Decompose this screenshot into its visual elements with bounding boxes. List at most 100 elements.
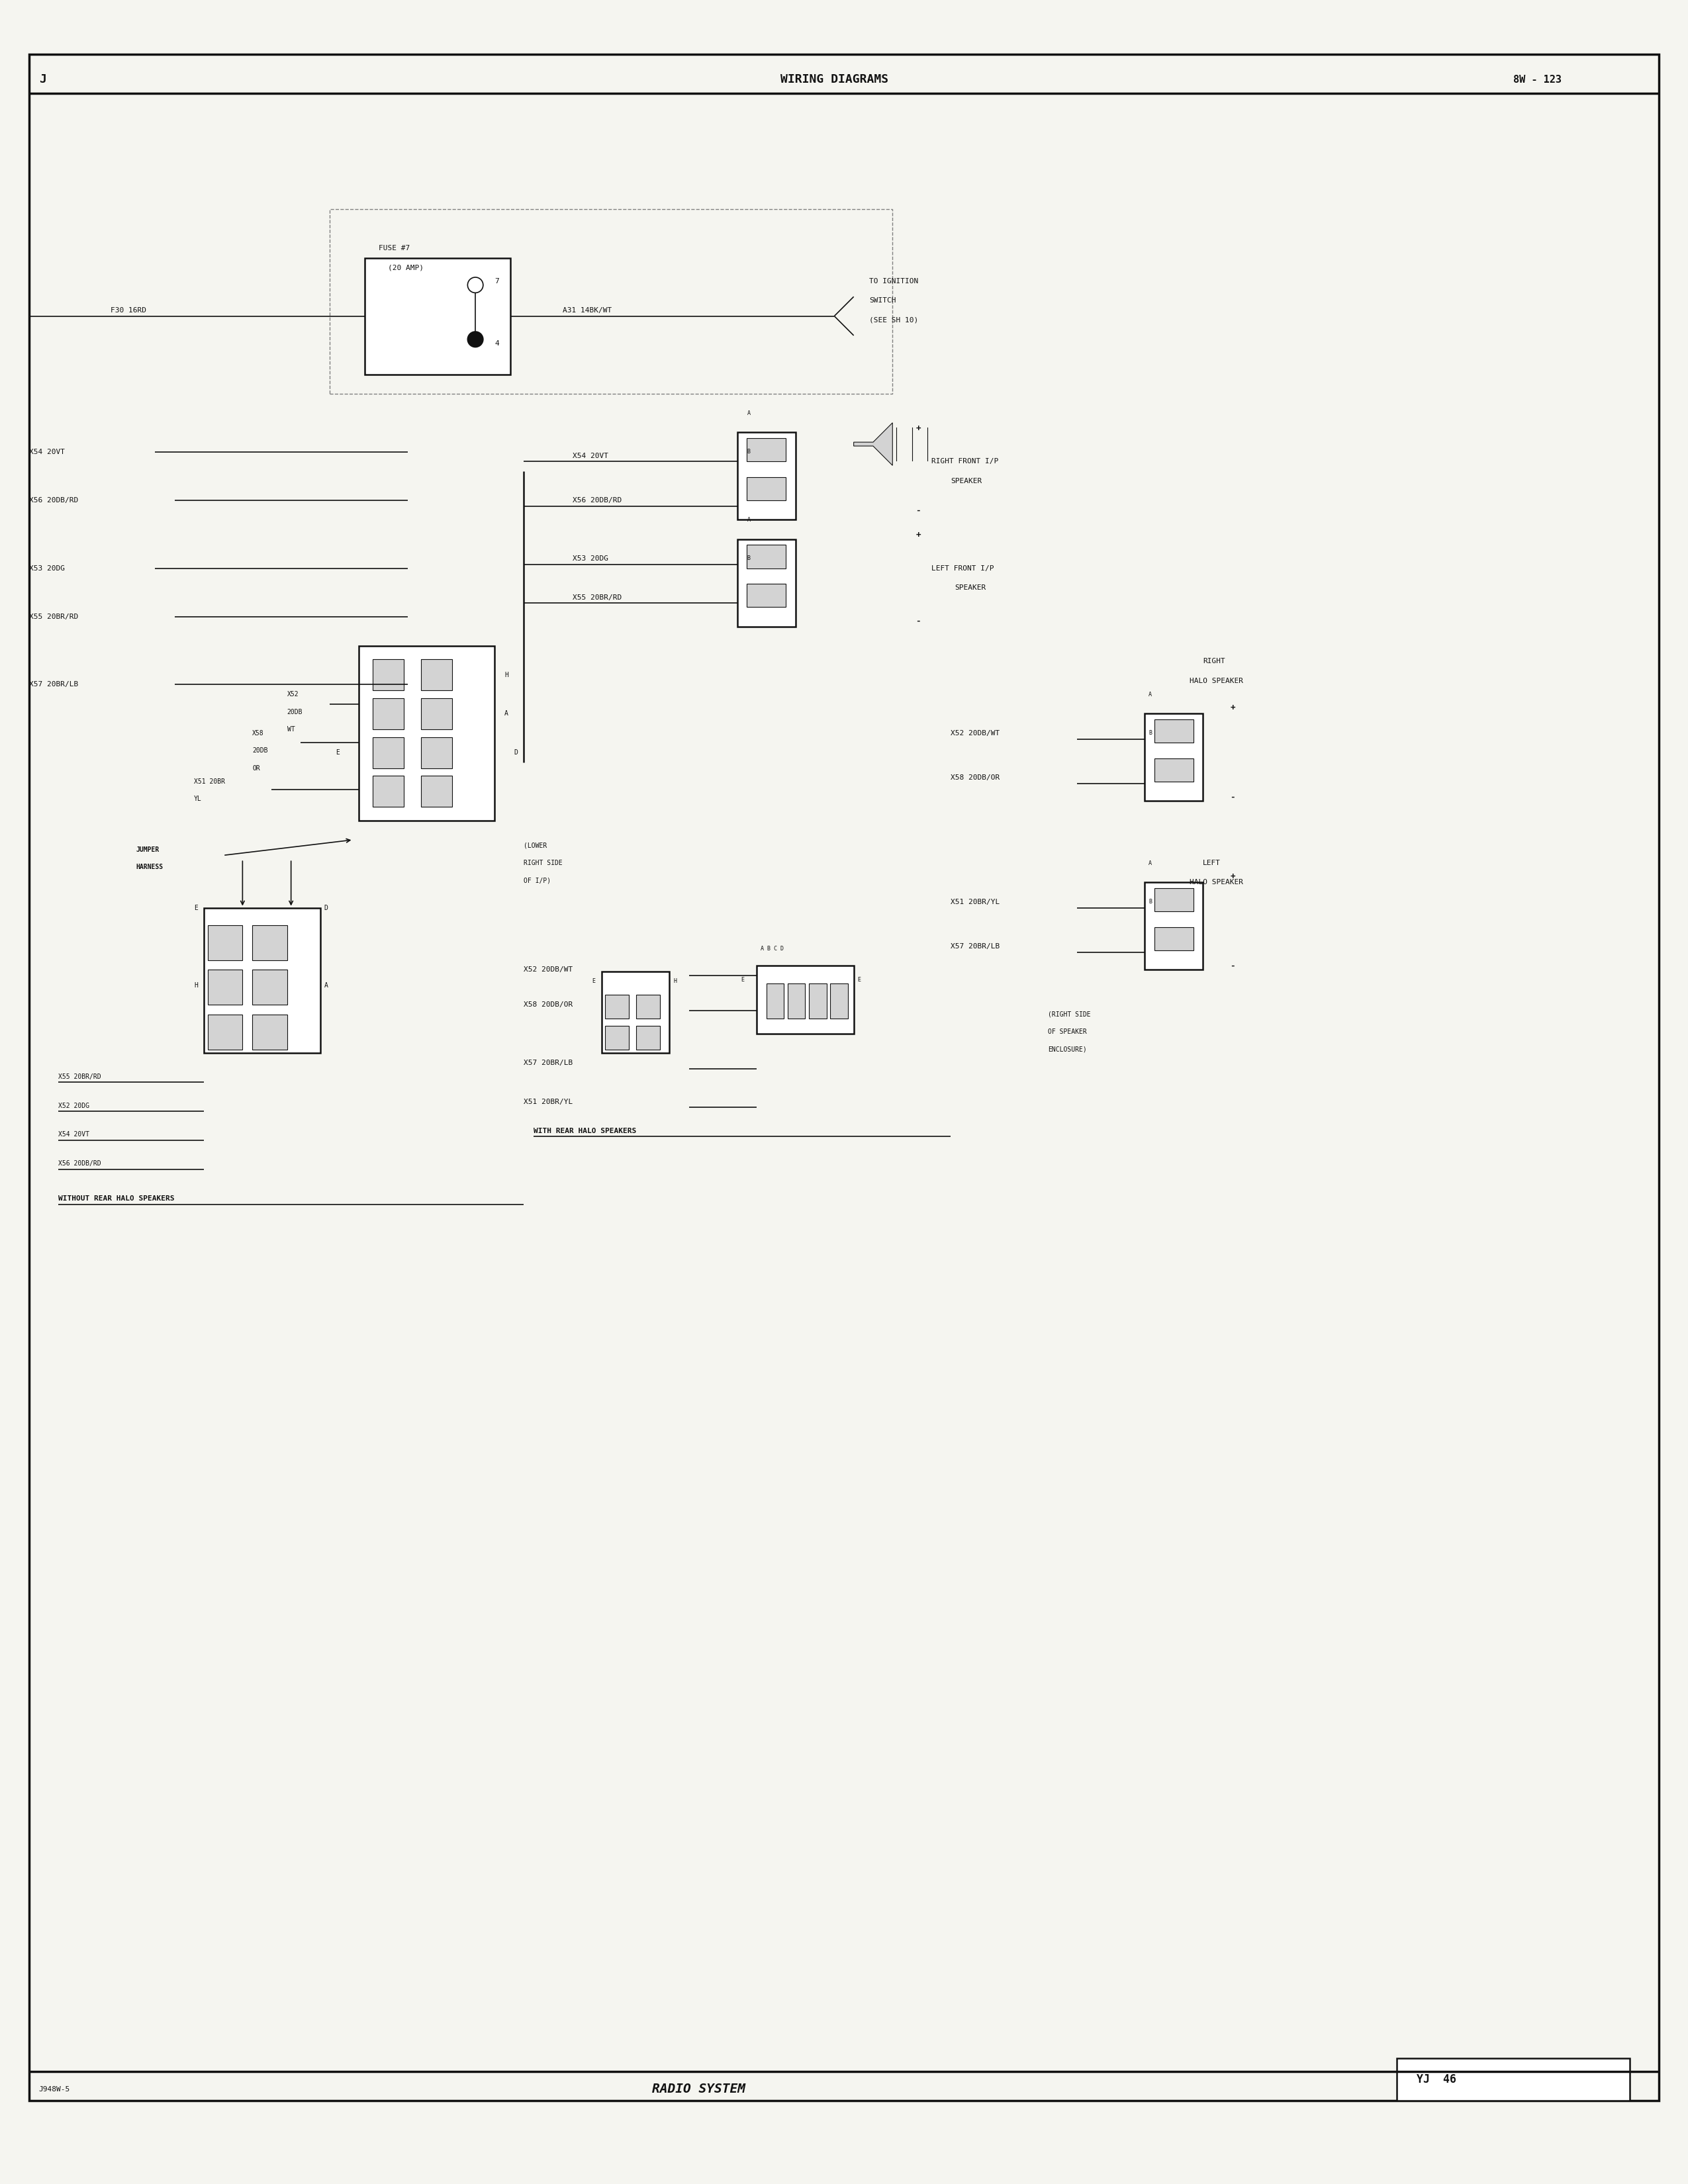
- Text: X54 20VT: X54 20VT: [29, 448, 64, 454]
- Text: X56 20DB/RD: X56 20DB/RD: [57, 1160, 101, 1166]
- Bar: [606, 996, 628, 1018]
- Bar: [420, 660, 452, 690]
- Bar: [636, 996, 660, 1018]
- Text: X52 20DG: X52 20DG: [57, 1103, 89, 1109]
- Bar: [1398, 2057, 1631, 2101]
- Bar: [252, 1013, 287, 1048]
- Text: A B C D: A B C D: [761, 946, 783, 952]
- Bar: [360, 646, 495, 821]
- Text: TO IGNITION: TO IGNITION: [869, 277, 918, 284]
- Text: WT: WT: [287, 725, 295, 732]
- Text: (RIGHT SIDE: (RIGHT SIDE: [1048, 1011, 1090, 1018]
- Text: E: E: [336, 749, 339, 756]
- Text: X54 20VT: X54 20VT: [57, 1131, 89, 1138]
- Text: X57 20BR/LB: X57 20BR/LB: [523, 1059, 572, 1066]
- Text: OF I/P): OF I/P): [523, 878, 550, 885]
- Text: X56 20DB/RD: X56 20DB/RD: [572, 498, 621, 505]
- Bar: [748, 546, 787, 568]
- Text: X51 20BR/YL: X51 20BR/YL: [950, 898, 999, 904]
- Bar: [606, 1026, 628, 1048]
- Bar: [252, 926, 287, 961]
- Text: X53 20DG: X53 20DG: [572, 555, 608, 561]
- Text: X51 20BR/YL: X51 20BR/YL: [523, 1099, 572, 1105]
- Bar: [748, 583, 787, 607]
- Text: X58 20DB/OR: X58 20DB/OR: [523, 1002, 572, 1009]
- Text: D: D: [324, 904, 327, 911]
- Text: OF SPEAKER: OF SPEAKER: [1048, 1029, 1087, 1035]
- Text: -: -: [1231, 793, 1236, 802]
- Text: WITHOUT REAR HALO SPEAKERS: WITHOUT REAR HALO SPEAKERS: [57, 1195, 174, 1201]
- Bar: [420, 775, 452, 806]
- Text: H: H: [674, 978, 677, 985]
- Text: B: B: [1148, 900, 1151, 904]
- Text: B: B: [1148, 729, 1151, 736]
- Bar: [1155, 928, 1193, 950]
- Bar: [748, 439, 787, 461]
- Text: SPEAKER: SPEAKER: [955, 585, 986, 592]
- Text: HARNESS: HARNESS: [135, 863, 164, 869]
- Text: X57 20BR/LB: X57 20BR/LB: [29, 681, 78, 688]
- Text: B: B: [748, 450, 749, 454]
- Text: X55 20BR/RD: X55 20BR/RD: [572, 594, 621, 601]
- Bar: [830, 983, 847, 1018]
- Text: ENCLOSURE): ENCLOSURE): [1048, 1046, 1087, 1053]
- Text: E: E: [194, 904, 197, 911]
- Text: (SEE SH 10): (SEE SH 10): [869, 317, 918, 323]
- Bar: [373, 775, 403, 806]
- Text: +: +: [917, 531, 920, 539]
- Text: X52: X52: [287, 690, 299, 697]
- Text: X57 20BR/LB: X57 20BR/LB: [950, 943, 999, 950]
- Text: HALO SPEAKER: HALO SPEAKER: [1190, 880, 1242, 887]
- Text: X58 20DB/OR: X58 20DB/OR: [950, 775, 999, 782]
- Text: A: A: [324, 983, 327, 989]
- Text: +: +: [1231, 871, 1236, 880]
- Text: SPEAKER: SPEAKER: [950, 478, 982, 485]
- Text: (20 AMP): (20 AMP): [388, 264, 424, 271]
- Text: X54 20VT: X54 20VT: [572, 452, 608, 459]
- Bar: [1155, 758, 1193, 782]
- Text: 20DB: 20DB: [287, 708, 302, 714]
- Text: RIGHT SIDE: RIGHT SIDE: [523, 860, 562, 867]
- Bar: [373, 699, 403, 729]
- Bar: [809, 983, 827, 1018]
- Bar: [748, 476, 787, 500]
- Text: A: A: [748, 518, 749, 522]
- Text: RIGHT: RIGHT: [1204, 657, 1225, 664]
- Text: A: A: [1148, 692, 1151, 697]
- Polygon shape: [854, 424, 893, 465]
- Text: 7: 7: [495, 277, 500, 284]
- Bar: [766, 983, 783, 1018]
- Text: RIGHT FRONT I/P: RIGHT FRONT I/P: [932, 459, 998, 465]
- Bar: [636, 1026, 660, 1048]
- Bar: [208, 970, 243, 1005]
- Text: A: A: [748, 411, 749, 415]
- Bar: [373, 660, 403, 690]
- Bar: [208, 926, 243, 961]
- Bar: [365, 258, 510, 373]
- Text: -: -: [1231, 961, 1236, 970]
- Text: E: E: [592, 978, 596, 985]
- Text: F30 16RD: F30 16RD: [111, 308, 147, 314]
- Text: E: E: [858, 976, 861, 983]
- Text: WITH REAR HALO SPEAKERS: WITH REAR HALO SPEAKERS: [533, 1127, 636, 1133]
- Bar: [329, 210, 893, 393]
- Bar: [756, 965, 854, 1033]
- Bar: [420, 699, 452, 729]
- Text: X55 20BR/RD: X55 20BR/RD: [29, 614, 78, 620]
- Text: H: H: [194, 983, 197, 989]
- Bar: [1144, 882, 1204, 970]
- Text: E: E: [741, 976, 744, 983]
- Text: FUSE #7: FUSE #7: [378, 245, 410, 251]
- Text: 4: 4: [495, 341, 500, 347]
- Text: H: H: [505, 673, 508, 679]
- Bar: [1144, 714, 1204, 802]
- Text: J: J: [39, 74, 46, 85]
- Text: X56 20DB/RD: X56 20DB/RD: [29, 498, 78, 505]
- Text: YJ  46: YJ 46: [1416, 2073, 1457, 2086]
- Bar: [1155, 889, 1193, 911]
- Text: A: A: [1148, 860, 1151, 867]
- Bar: [738, 432, 795, 520]
- Text: -: -: [917, 507, 920, 515]
- Text: HALO SPEAKER: HALO SPEAKER: [1190, 677, 1242, 684]
- Text: +: +: [1231, 703, 1236, 712]
